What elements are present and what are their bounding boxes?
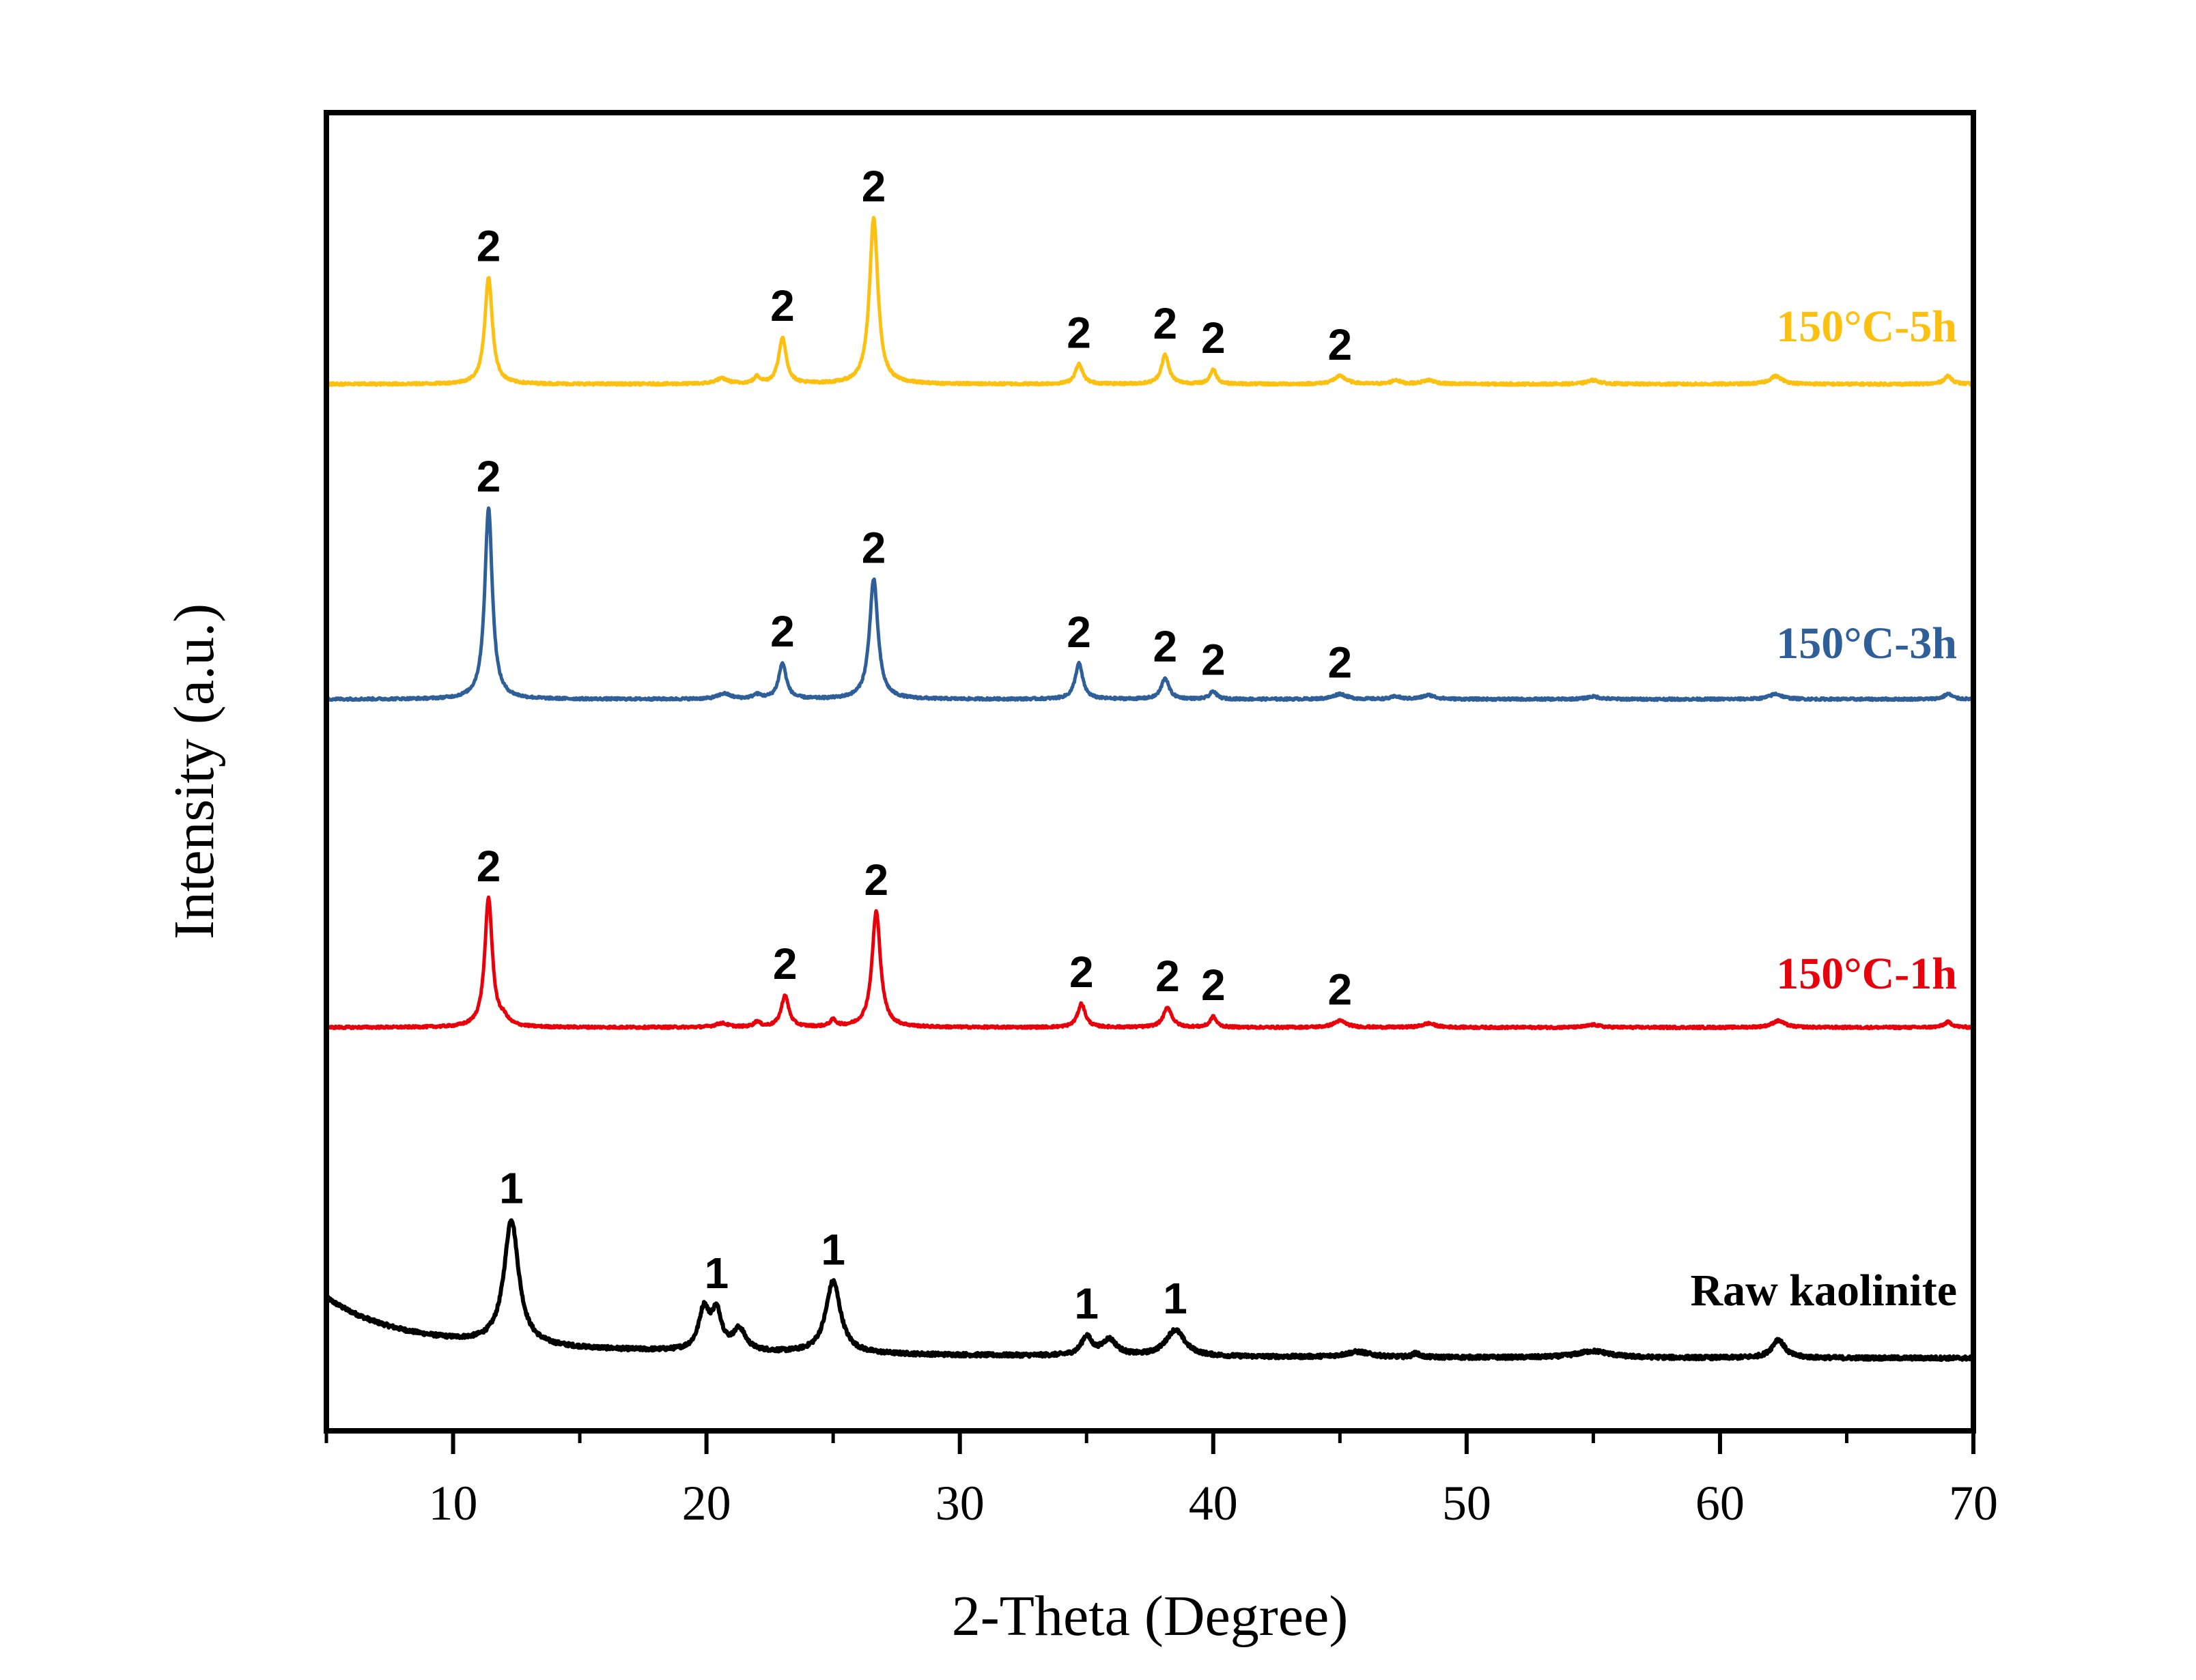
peak-label: 2 — [1155, 952, 1180, 1001]
peak-label: 2 — [862, 162, 886, 211]
peak-label: 1 — [1163, 1274, 1187, 1323]
series-label-150c-5h: 150°C-5h — [1776, 302, 1957, 352]
x-tick-label: 60 — [1695, 1476, 1745, 1530]
x-axis-title: 2-Theta (Degree) — [952, 1584, 1349, 1648]
peak-label: 2 — [1067, 608, 1091, 657]
series-line-raw-kaolinite — [324, 1218, 1975, 1363]
peak-label: 2 — [1069, 948, 1094, 997]
x-tick-label: 20 — [682, 1476, 731, 1530]
traces — [324, 216, 1975, 1363]
series-line-150-c-3h — [325, 506, 1975, 702]
peak-label: 2 — [477, 452, 501, 501]
peak-label: 2 — [1328, 965, 1353, 1014]
series-label-raw-kaolinite: Raw kaolinite — [1690, 1266, 1957, 1315]
x-axis-ticks — [324, 1431, 1975, 1454]
peak-label: 2 — [1153, 622, 1177, 671]
peak-label: 2 — [1201, 313, 1226, 362]
series-line-150-c-1h — [325, 895, 1975, 1031]
peak-label: 2 — [1153, 299, 1177, 348]
peak-label: 1 — [1074, 1279, 1099, 1328]
series-labels: Raw kaolinite 150°C-1h 150°C-3h 150°C-5h — [1690, 302, 1957, 1315]
peak-label: 2 — [1328, 320, 1353, 369]
series-label-150c-1h: 150°C-1h — [1776, 949, 1957, 999]
peak-label: 2 — [862, 523, 886, 572]
peak-label: 2 — [477, 221, 501, 270]
series-line-150-c-5h — [325, 216, 1975, 387]
peak-label: 2 — [1067, 308, 1091, 357]
x-tick-label: 50 — [1442, 1476, 1491, 1530]
peak-label: 2 — [864, 855, 888, 905]
x-axis-tick-labels: 10 20 30 40 50 60 70 — [429, 1476, 1998, 1530]
peak-label: 2 — [770, 607, 795, 656]
peak-label: 2 — [1328, 638, 1353, 687]
x-tick-label: 10 — [429, 1476, 478, 1530]
peak-label: 1 — [821, 1225, 845, 1274]
plot-frame — [324, 110, 1976, 1434]
peak-label: 2 — [1201, 635, 1226, 684]
series-label-150c-3h: 150°C-3h — [1776, 618, 1957, 668]
peak-label: 1 — [499, 1163, 524, 1212]
peak-label: 2 — [1201, 960, 1226, 1010]
peak-label: 2 — [477, 842, 501, 891]
x-tick-label: 70 — [1949, 1476, 1998, 1530]
y-axis-title: Intensity (a.u.) — [163, 603, 226, 939]
x-tick-label: 40 — [1189, 1476, 1238, 1530]
x-tick-label: 30 — [935, 1476, 985, 1530]
peak-label: 2 — [770, 281, 795, 330]
peak-label: 1 — [705, 1249, 729, 1298]
peak-label: 2 — [773, 939, 798, 988]
